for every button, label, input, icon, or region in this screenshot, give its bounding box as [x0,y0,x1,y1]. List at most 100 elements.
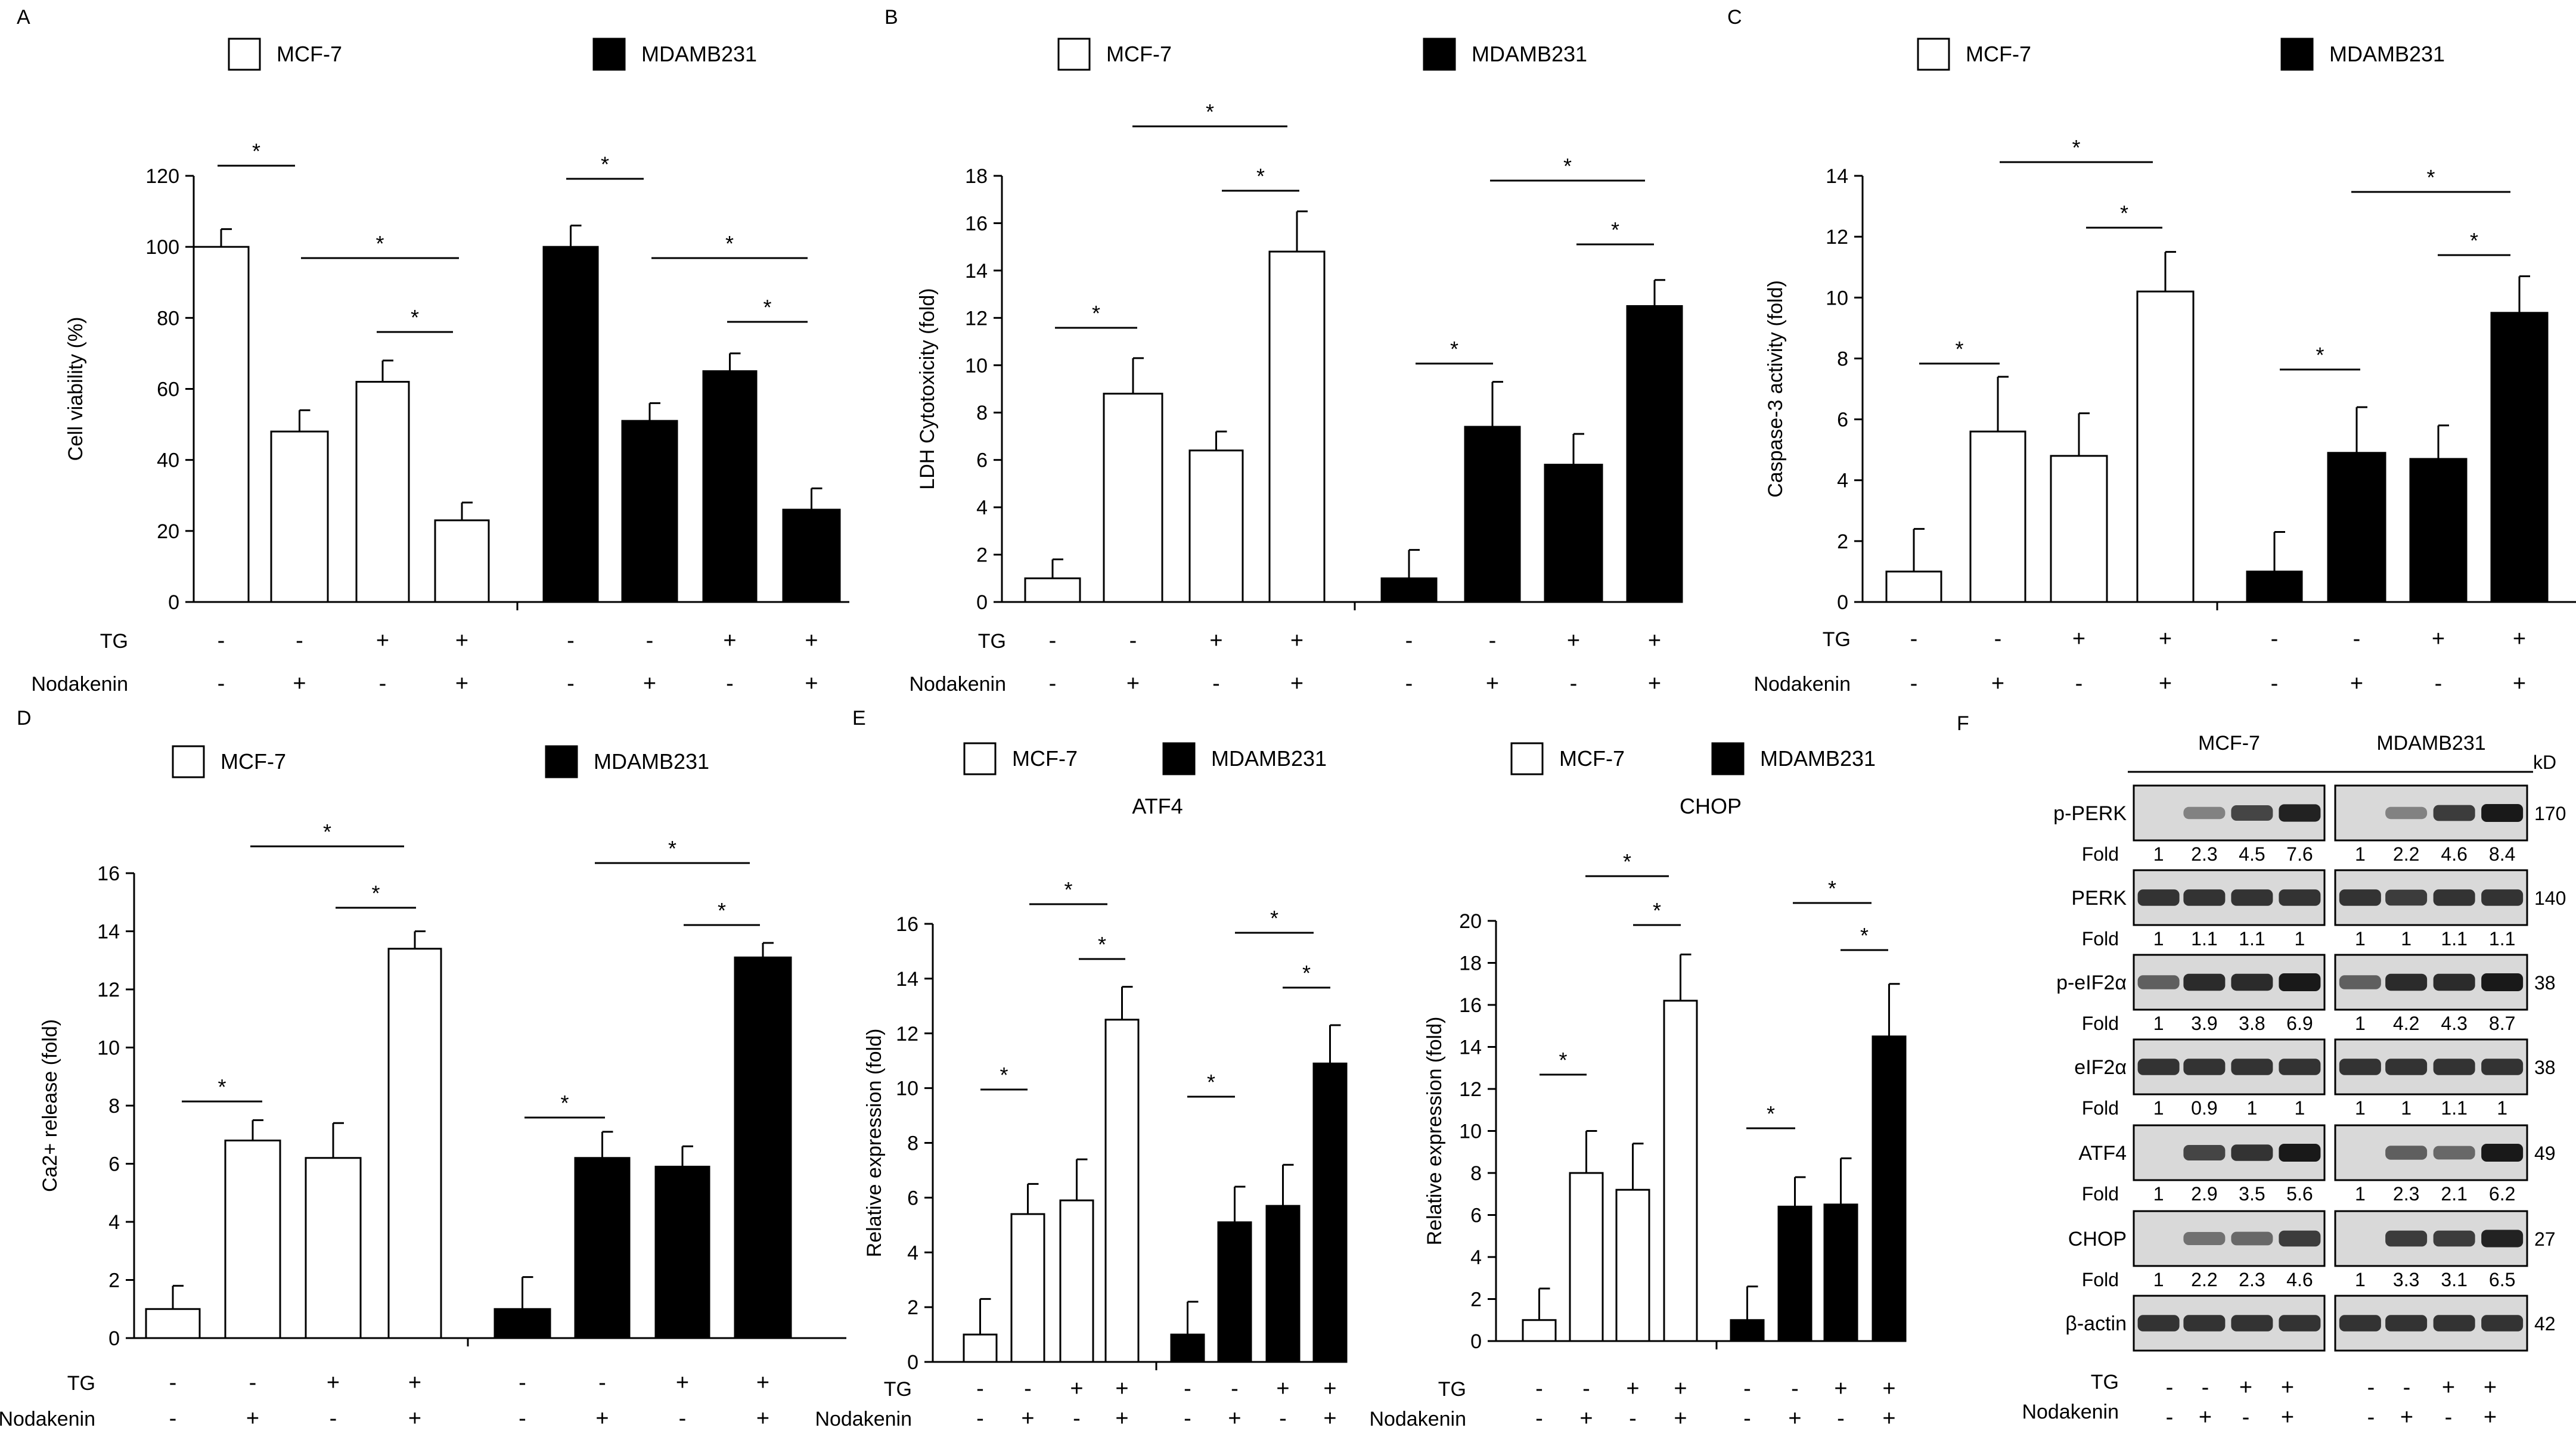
treatment-tg-sign: - [2271,626,2279,651]
molecular-weight: 38 [2534,972,2556,994]
blot-band [2183,1059,2226,1075]
blot-band [2183,1232,2226,1245]
fold-value: 1 [2153,1097,2164,1119]
treatment-tg-sign: + [2159,626,2172,651]
panel-label: A [17,6,30,29]
legend-swatch-mcf7 [1917,38,1950,71]
molecular-weight: 27 [2534,1228,2556,1250]
y-tick-label: 12 [1826,226,1848,249]
fold-value: 6.5 [2489,1269,2515,1290]
significance-star: * [1270,906,1278,930]
bar-mcf7-3 [2050,455,2108,603]
significance-star: * [2470,228,2478,253]
blot-band [2385,1230,2428,1247]
treatment-tg-sign: - [646,628,654,653]
treatment-label-nodakenin: Nodakenin [815,1408,912,1430]
fold-label: Fold [2082,1183,2119,1205]
significance-star: * [1098,932,1106,957]
treatment-nodakenin-sign: + [1323,1406,1336,1431]
significance-star: * [2426,165,2435,190]
bar-mdamb231-3 [654,1165,710,1339]
protein-label: p-eIF2α [2056,972,2127,994]
legend-label-mdamb231: MDAMB231 [2329,42,2445,66]
y-tick-label: 0 [168,591,179,614]
significance-star: * [1450,337,1458,361]
y-tick-label: 2 [976,544,988,567]
blot-band [2231,1231,2273,1246]
legend-label-mdamb231: MDAMB231 [1472,42,1587,66]
treatment-nodakenin-sign: + [2159,671,2172,696]
panel-label: F [1957,712,1969,735]
significance-star: * [668,836,676,861]
significance-star: * [1092,301,1100,325]
legend-label-mcf7: MCF-7 [277,42,342,66]
bar-mcf7-2 [224,1140,281,1339]
treatment-nodakenin-sign: - [1049,671,1057,696]
y-tick-label: 14 [965,260,988,283]
bar-mdamb231-2 [574,1157,631,1339]
legend-swatch-mdamb231 [545,745,578,778]
blot-band [2481,1230,2524,1247]
blot-band [2385,1315,2428,1332]
fold-value: 4.6 [2441,843,2467,865]
bar-mcf7-1 [1885,570,1942,603]
treatment-tg-sign: - [1791,1376,1799,1401]
legend-swatch-mdamb231 [2280,38,2314,71]
bar-mcf7-2 [1103,392,1163,603]
y-tick-label: 4 [108,1211,120,1234]
blot-band [2433,1059,2475,1075]
protein-label: eIF2α [2074,1056,2127,1079]
bar-mcf7-4 [434,519,490,603]
treatment-nodakenin-sign: - [976,1406,984,1431]
treatment-nodakenin-sign: - [519,1406,526,1431]
bar-mdamb231-1 [2246,570,2303,603]
protein-label: p-PERK [2053,802,2127,825]
y-tick-label: 6 [907,1187,918,1209]
blot-band [2385,1146,2428,1160]
significance-star: * [1767,1101,1775,1126]
legend-label-mdamb231: MDAMB231 [1211,746,1327,771]
legend-label-mdamb231: MDAMB231 [641,42,757,66]
blot-band [2279,804,2321,822]
y-tick-label: 60 [157,378,179,401]
y-tick-label: 2 [907,1296,918,1319]
fold-value: 0.9 [2191,1097,2217,1119]
treatment-tg-sign: + [408,1370,421,1395]
significance-star: * [1563,154,1572,178]
significance-star: * [718,898,726,923]
panel-label: E [852,707,866,730]
blot-band [2231,805,2273,821]
fold-value: 1 [2497,1097,2507,1119]
y-tick-label: 4 [907,1242,918,1264]
blot-band [2183,973,2226,991]
treatment-nodakenin-sign: - [1405,671,1413,696]
treatment-nodakenin-sign: + [293,671,306,696]
fold-value: 1 [2355,1097,2366,1119]
treatment-tg-sign: + [2239,1375,2252,1400]
treatment-label-nodakenin: Nodakenin [2022,1401,2119,1423]
treatment-nodakenin-sign: + [2281,1405,2294,1430]
fold-value: 3.5 [2239,1183,2265,1205]
y-axis-label: Cell viability (%) [64,317,87,461]
fold-value: 4.5 [2239,843,2265,865]
fold-value: 1 [2153,1013,2164,1034]
treatment-tg-sign: - [1231,1376,1239,1401]
fold-value: 5.6 [2286,1183,2313,1205]
treatment-nodakenin-sign: - [2166,1405,2174,1430]
treatment-tg-sign: + [1648,628,1661,653]
panel-label: D [17,707,32,730]
blot-band [2339,889,2381,906]
legend-swatch-mcf7 [172,745,205,778]
treatment-tg-sign: + [2513,626,2526,651]
treatment-nodakenin-sign: - [218,671,225,696]
y-tick-label: 16 [1459,994,1482,1017]
fold-value: 3.9 [2191,1013,2217,1034]
legend-label-mcf7: MCF-7 [1012,746,1078,771]
y-tick-label: 2 [108,1270,120,1292]
fold-value: 1 [2295,1097,2305,1119]
bar-mdamb231-4 [1312,1062,1348,1363]
significance-star: * [1559,1048,1567,1072]
protein-label: PERK [2071,887,2127,910]
bar-mdamb231-2 [1777,1205,1812,1342]
bar-mdamb231-1 [494,1308,551,1339]
